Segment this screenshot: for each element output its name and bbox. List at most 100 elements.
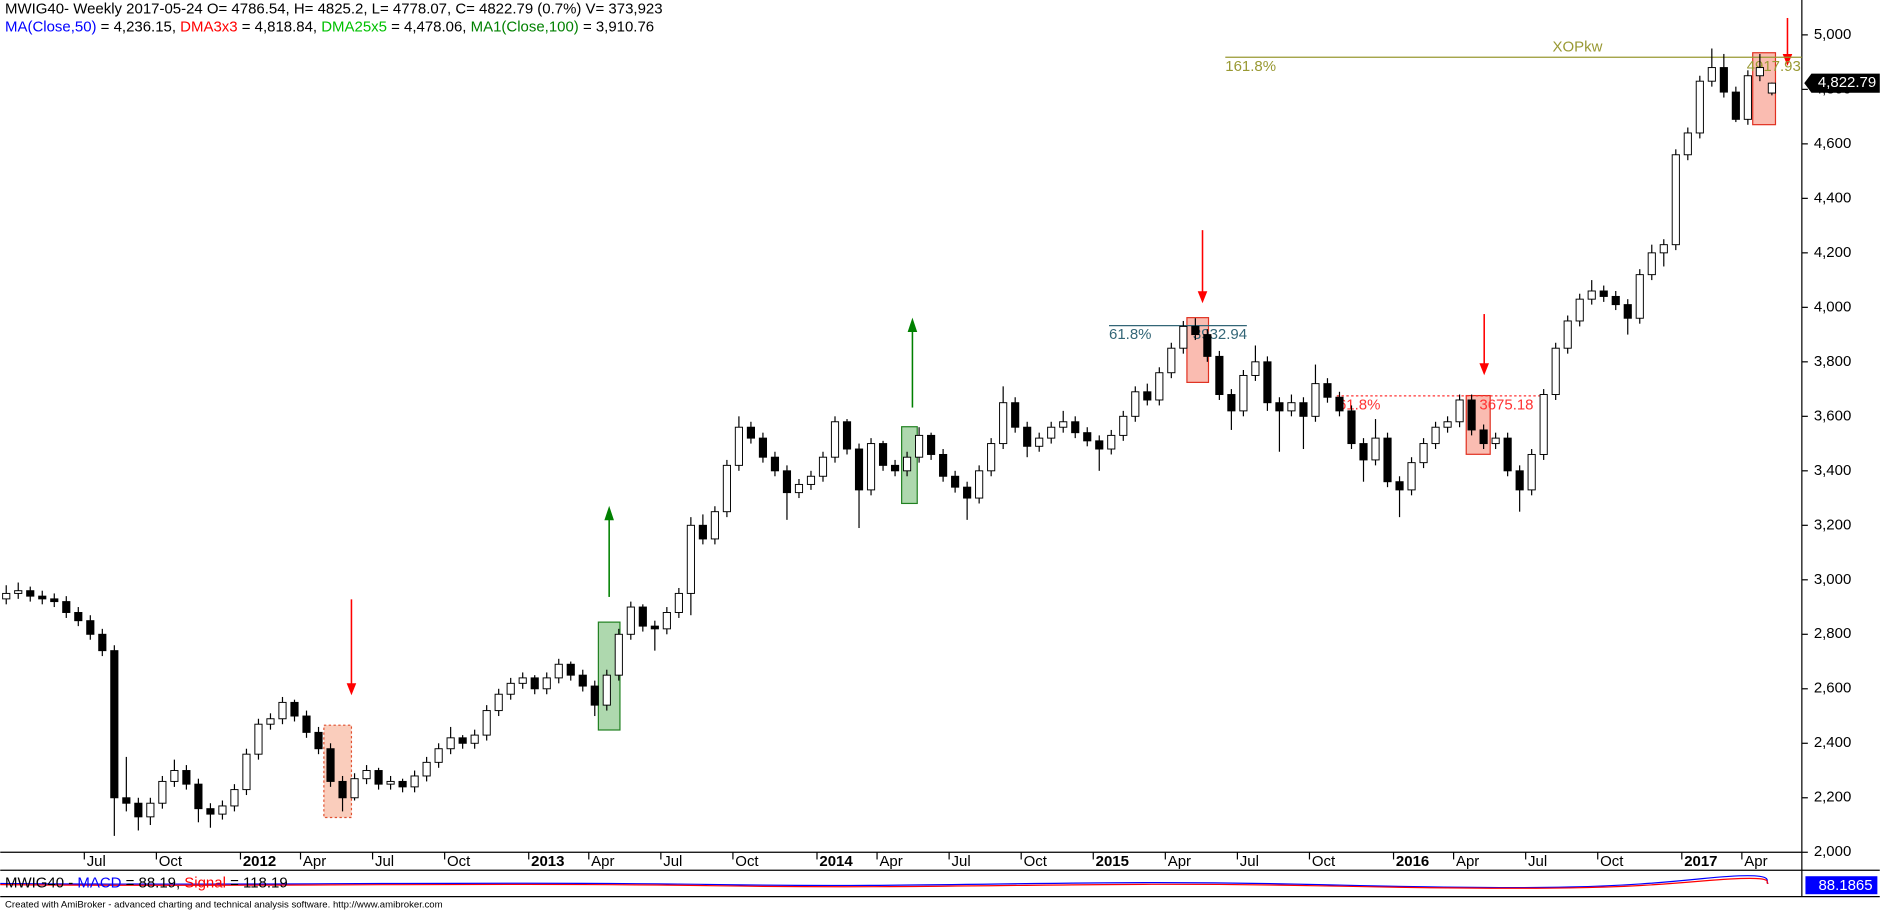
y-tick-label: 2,000 <box>1814 843 1851 860</box>
candle-body <box>842 421 852 450</box>
candle-body <box>98 633 107 652</box>
candle-body <box>1083 432 1092 442</box>
candle-body <box>818 456 828 477</box>
candle-body <box>806 475 816 485</box>
x-tick-label: Jul <box>1240 853 1259 870</box>
x-tick-label: 2015 <box>1096 853 1129 870</box>
candle-body <box>939 453 948 477</box>
x-tick-label: Jul <box>375 853 394 870</box>
candle-body <box>1059 421 1068 428</box>
candle-body <box>1647 252 1656 276</box>
candle-body <box>1539 394 1548 455</box>
macd-title: MWIG40 - MACD = 88.19, Signal = 118.19 <box>5 874 288 891</box>
candle-body <box>38 595 47 600</box>
candle-body <box>482 710 491 736</box>
candle-body <box>1407 462 1416 491</box>
last-price-label: 4,822.79 <box>1818 74 1876 91</box>
candle-body <box>602 674 611 706</box>
y-tick-label: 5,000 <box>1814 26 1851 43</box>
candle-body <box>1599 290 1608 297</box>
candle-body <box>1275 402 1284 412</box>
y-tick-label: 3,200 <box>1814 516 1851 533</box>
x-tick-label: Apr <box>303 853 326 870</box>
x-tick-label: 2014 <box>819 853 853 870</box>
candle-body <box>110 650 119 799</box>
x-tick-label: Oct <box>735 853 759 870</box>
y-tick-label: 4,400 <box>1814 189 1851 206</box>
candle-body <box>854 448 864 491</box>
level-value: 4917.93 <box>1747 58 1801 75</box>
candle-body <box>1683 132 1692 156</box>
candle-body <box>50 598 59 603</box>
candle-body <box>1563 320 1572 349</box>
candle-body <box>1479 429 1488 445</box>
text-segment: = 4,236.15, <box>97 19 181 36</box>
candle-body <box>638 606 647 627</box>
candle-body <box>1239 374 1248 412</box>
candle-body <box>506 682 515 695</box>
x-tick-label: Jul <box>1528 853 1547 870</box>
candle-body <box>1347 410 1356 445</box>
candle-body <box>1503 437 1512 472</box>
candle-body <box>1371 437 1380 461</box>
signal-line <box>0 877 1769 889</box>
candle-body <box>182 770 191 785</box>
candle-body <box>1611 295 1620 306</box>
x-tick-label: 2013 <box>531 853 564 870</box>
y-tick-label: 2,600 <box>1814 680 1851 697</box>
candle-body <box>999 402 1008 445</box>
candle-body <box>266 718 275 725</box>
candle-body <box>554 663 563 679</box>
candle-body <box>1719 67 1728 93</box>
candle-body <box>1431 426 1440 445</box>
y-tick-label: 2,200 <box>1814 789 1851 806</box>
candle-body <box>374 770 383 785</box>
candle-body <box>362 770 371 780</box>
candle-body <box>1155 372 1164 401</box>
candle-body <box>1635 274 1644 319</box>
candle-body <box>1203 334 1212 357</box>
candle-body <box>146 802 155 818</box>
candle-body <box>1587 290 1596 300</box>
text-segment: DMA25x5 <box>321 19 387 36</box>
candle-body <box>1311 383 1320 417</box>
candle-body <box>1023 426 1032 447</box>
candle-body <box>314 731 323 750</box>
candle-body <box>758 437 768 458</box>
candle-body <box>1395 481 1404 491</box>
candle-body <box>1707 67 1716 82</box>
candle-body <box>1263 361 1272 404</box>
level-name: XOPkw <box>1553 39 1603 56</box>
candle-body <box>951 475 960 488</box>
text-segment: MA(Close,50) <box>5 19 97 36</box>
candle-body <box>794 483 804 494</box>
x-tick-label: Apr <box>1744 853 1767 870</box>
candle-body <box>446 737 455 750</box>
candle-body <box>1659 244 1668 254</box>
candle-body <box>1491 437 1500 445</box>
text-segment: = 118.19 <box>226 874 288 891</box>
text-segment: = 4,478.06, <box>387 19 471 36</box>
x-tick-label: Apr <box>591 853 614 870</box>
candle-body <box>2 592 11 600</box>
candle-body <box>1131 391 1140 417</box>
y-tick-label: 2,400 <box>1814 734 1851 751</box>
candle-body <box>1455 399 1464 423</box>
candle-body <box>1671 154 1680 246</box>
candle-body <box>326 748 335 782</box>
text-segment: = 3,910.76 <box>579 19 654 36</box>
candle-body <box>230 789 239 807</box>
candle-body <box>1575 298 1584 322</box>
macd-label-box <box>1805 876 1878 895</box>
y-tick-label: 2,800 <box>1814 625 1851 642</box>
arrow-head <box>604 505 614 521</box>
text-segment: = 88.19, <box>121 874 184 891</box>
candle-body <box>122 797 131 804</box>
x-tick-label: Oct <box>159 853 183 870</box>
candle-body <box>494 693 503 712</box>
candle-body <box>518 677 527 684</box>
candle-body <box>650 625 659 630</box>
arrow-head <box>907 317 918 333</box>
level-value: 3932.94 <box>1193 326 1247 343</box>
